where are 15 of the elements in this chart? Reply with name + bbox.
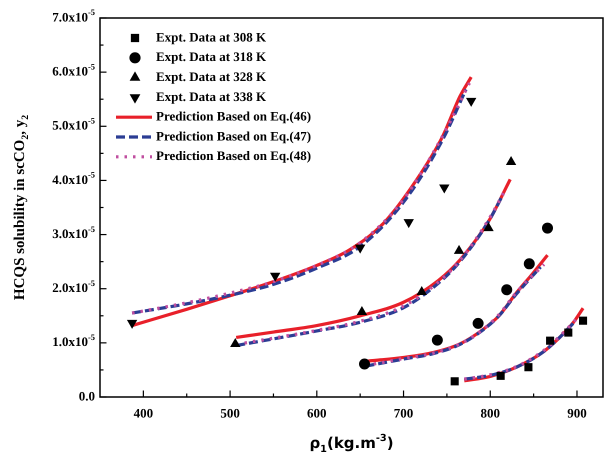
legend-label: Expt. Data at 318 K xyxy=(156,49,268,64)
legend-label: Expt. Data at 308 K xyxy=(156,29,268,44)
legend-label: Prediction Based on Eq.(47) xyxy=(156,128,312,144)
y-tick-label: 0.0 xyxy=(78,388,95,404)
x-tick-label: 800 xyxy=(480,405,500,420)
legend-label: Prediction Based on Eq.(48) xyxy=(156,148,312,164)
legend-label: Expt. Data at 328 K xyxy=(156,68,268,84)
x-tick-label: 500 xyxy=(220,405,240,420)
x-tick-label: 700 xyxy=(394,405,414,420)
legend-label: Prediction Based on Eq.(46) xyxy=(156,108,312,124)
x-tick-label: 600 xyxy=(307,405,327,420)
x-tick-label: 900 xyxy=(567,405,587,420)
y-axis-title: HCQS solubility in scCO2, y2 xyxy=(12,114,32,300)
x-tick-label: 400 xyxy=(134,405,154,420)
legend-label: Expt. Data at 338 K xyxy=(156,88,268,104)
